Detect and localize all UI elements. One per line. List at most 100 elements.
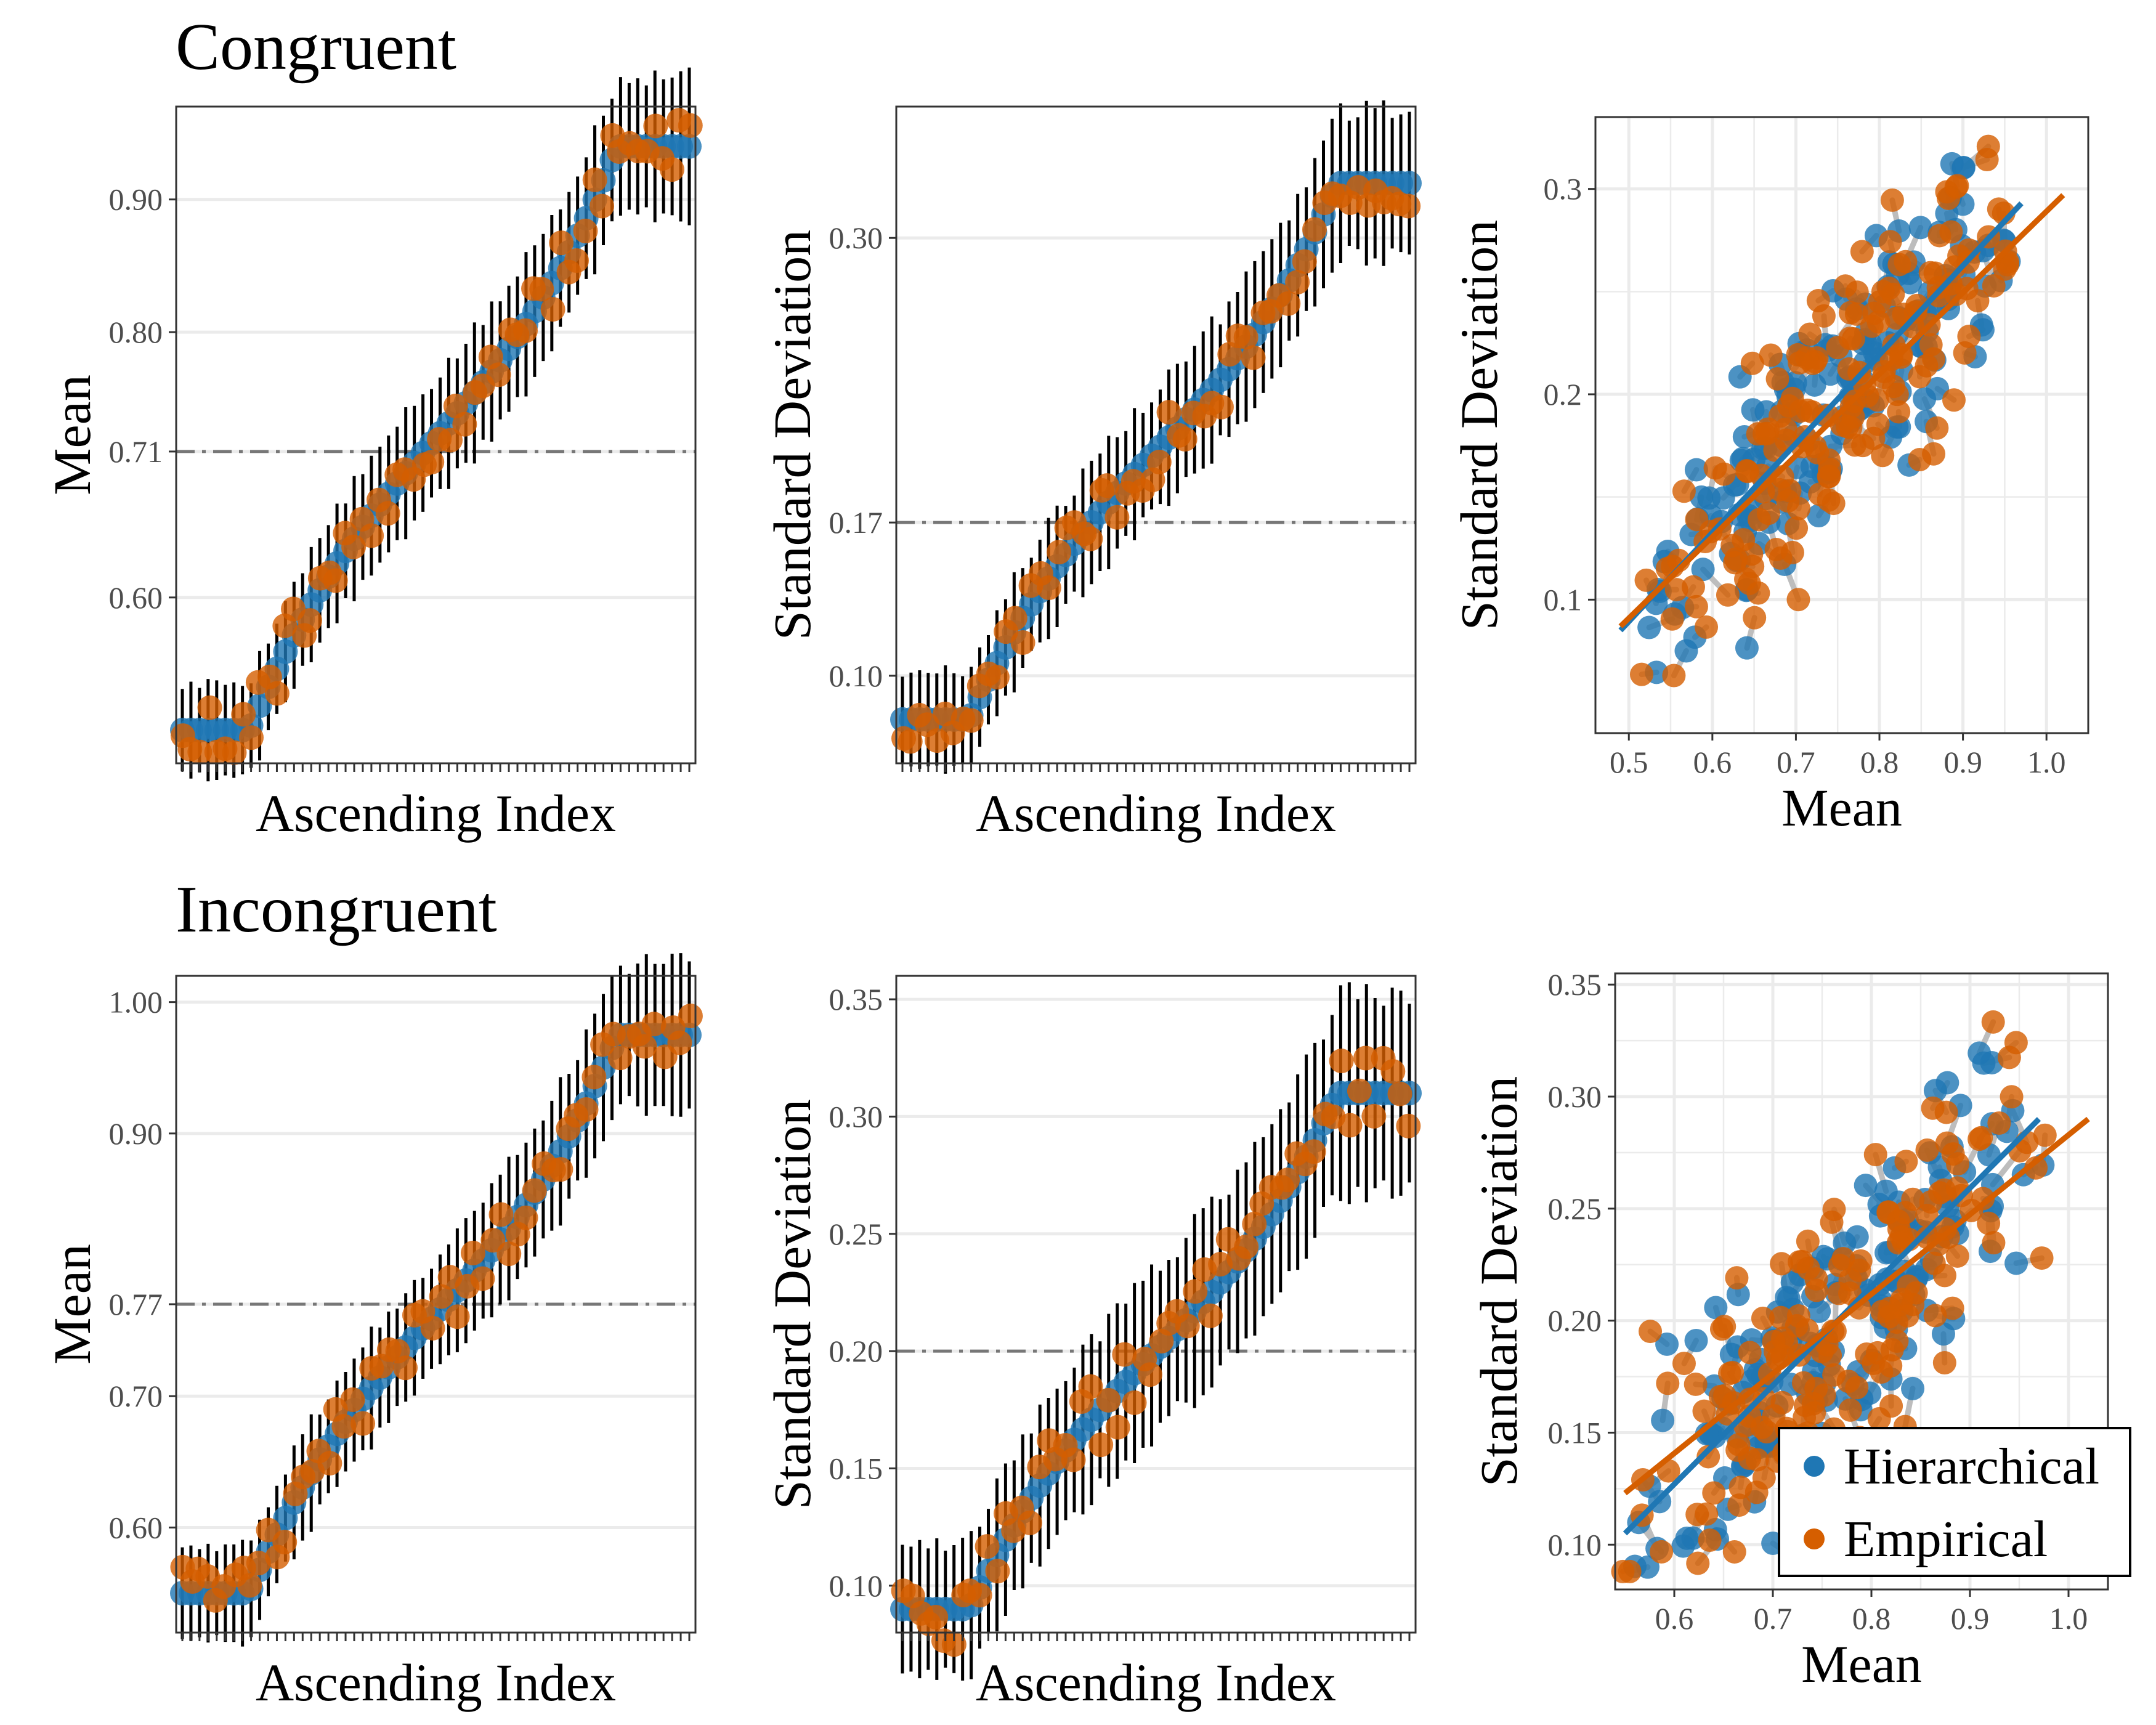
empirical-point [359,523,384,548]
empirical-point [488,1202,514,1227]
empirical-point [1987,197,2011,221]
empirical-point [1831,1246,1855,1270]
hierarchical-point [1637,615,1661,639]
y-tick-label: 0.10 [829,1569,883,1603]
y-tick-label: 0.90 [109,1116,163,1151]
empirical-point [1611,1559,1635,1583]
empirical-point [1925,416,1949,440]
empirical-point [1660,607,1684,631]
empirical-point [1935,1131,1959,1155]
panel-border [895,105,1417,765]
empirical-point [1776,489,1800,513]
empirical-point [1759,343,1783,367]
empirical-point [1894,1150,1918,1174]
y-tick-label: 0.2 [1544,377,1583,412]
hierarchical-point [1671,1534,1695,1558]
y-axis-title: Standard Deviation [763,230,822,640]
empirical-point [1942,388,1966,412]
section-incongruent: Incongruent 0.60 0.70 0.77 0.90 1.00 Ascending… [43,873,2131,1712]
empirical-point [632,1034,657,1059]
y-axis-title: Standard Deviation [763,1099,822,1509]
section-title: Incongruent [176,873,497,946]
y-tick-label: 0.1 [1544,582,1583,617]
empirical-point [1844,302,1868,326]
empirical-point [678,1004,703,1029]
empirical-point [1919,333,1943,357]
empirical-point [1738,1341,1762,1365]
empirical-point [1871,444,1895,468]
empirical-point [1939,272,1963,296]
empirical-point [1112,1342,1137,1367]
empirical-point [1982,1231,2006,1255]
empirical-point [1826,336,1850,360]
y-tick-label: 0.60 [109,580,163,615]
empirical-point [1302,217,1327,242]
empirical-point [1686,1551,1710,1575]
empirical-point [1736,460,1760,484]
empirical-point [1796,1229,1820,1253]
empirical-point [1915,1138,1939,1162]
empirical-point [1629,662,1653,686]
empirical-point [1918,261,1942,285]
panel-border [175,105,697,765]
y-tick-label: 0.35 [829,982,883,1017]
y-tick-label: 0.20 [829,1334,883,1368]
empirical-point [1695,1502,1719,1526]
empirical-point [941,1632,967,1657]
panel-0-0: 0.60 0.71 0.80 0.90 Ascending Index Mean [43,67,703,843]
empirical-point [529,277,554,302]
empirical-point [1795,1318,1819,1342]
empirical-point [1716,583,1740,607]
empirical-point [590,193,615,219]
empirical-point [1685,508,1709,532]
empirical-point [341,534,367,559]
legend-box [1778,1427,2131,1577]
empirical-point [1233,325,1258,350]
empirical-point [564,248,590,273]
empirical-point [958,708,984,733]
panel-border [895,975,1417,1634]
y-tick-label: 0.90 [109,182,163,217]
empirical-point [667,1030,692,1055]
empirical-point [1634,568,1658,592]
empirical-point [1851,434,1875,458]
empirical-point [1817,465,1841,489]
empirical-point [1292,249,1317,274]
empirical-point [1217,341,1242,367]
empirical-point [1822,1363,1846,1387]
empirical-point [1639,1320,1663,1344]
hierarchical-point [1913,387,1937,411]
empirical-point [297,608,322,633]
empirical-point [393,1355,418,1381]
empirical-point [238,725,264,750]
y-tick-label: 0.10 [829,659,883,693]
empirical-point [573,218,598,243]
y-tick-label: 0.30 [1548,1079,1602,1114]
empirical-point [1812,304,1836,328]
empirical-point [1672,479,1696,503]
hierarchical-point [1901,1376,1925,1400]
empirical-point [1837,357,1861,381]
hierarchical-point [1655,1332,1679,1356]
empirical-point [222,740,247,765]
empirical-point [486,362,511,388]
empirical-point [443,393,468,418]
empirical-point [1301,1139,1326,1164]
empirical-point [1095,473,1120,498]
empirical-point [1904,1281,1928,1305]
empirical-point [513,1205,538,1230]
empirical-point [923,1604,949,1630]
empirical-point [1945,174,1969,198]
empirical-point [1727,1432,1751,1456]
empirical-point [1770,1252,1794,1276]
empirical-point [445,1304,470,1329]
empirical-point [1769,546,1793,570]
x-tick-label: 0.7 [1777,745,1815,779]
empirical-point [1785,516,1809,540]
empirical-point [1921,1096,1945,1120]
empirical-point [1337,1113,1363,1138]
empirical-point [1880,188,1904,212]
empirical-point [1870,1360,1894,1384]
empirical-point [1835,415,1859,439]
hierarchical-point [2004,1251,2028,1275]
